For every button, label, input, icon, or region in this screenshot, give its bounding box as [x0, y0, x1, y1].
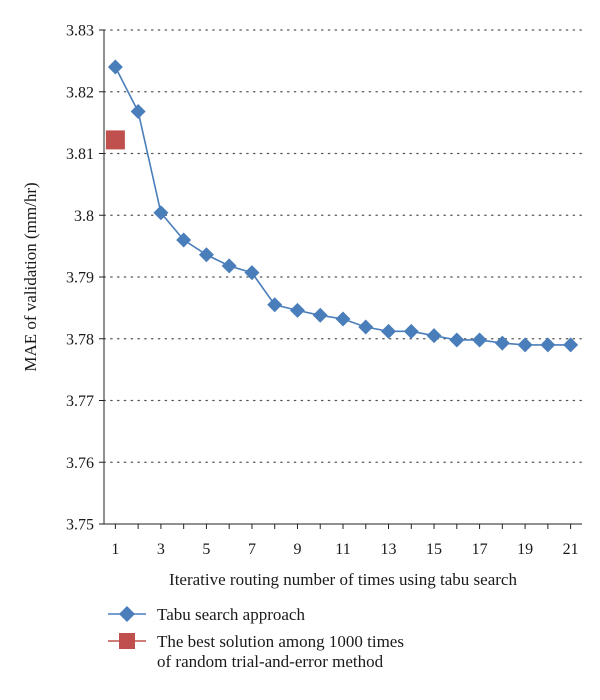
gridlines — [103, 29, 583, 463]
y-axis-title: MAE of validation (mm/hr) — [21, 182, 40, 371]
y-tick-label: 3.8 — [74, 208, 94, 225]
y-tick-label: 3.79 — [66, 270, 94, 287]
y-tick-label: 3.78 — [66, 331, 94, 348]
x-tick-label: 15 — [426, 541, 442, 558]
data-point-diamond — [517, 337, 533, 353]
y-ticks: 3.75 3.76 3.77 3.78 3.79 3.8 3.81 3.82 3.83 — [66, 23, 104, 534]
data-point-diamond — [472, 332, 488, 348]
data-point-diamond — [289, 302, 305, 318]
legend-random-label-line-2: of random trial-and-error method — [157, 652, 384, 671]
legend-random-square-icon — [119, 633, 135, 649]
data-point-diamond — [176, 232, 192, 248]
data-point-diamond — [198, 247, 214, 263]
data-point-square — [105, 130, 125, 150]
data-point-diamond — [426, 328, 442, 344]
data-point-diamond — [267, 297, 283, 313]
data-point-diamond — [358, 319, 374, 335]
legend: Tabu search approach The best solution a… — [108, 605, 404, 671]
x-tick-label: 13 — [381, 541, 397, 558]
data-point-diamond — [244, 265, 260, 281]
x-tick-label: 5 — [202, 541, 210, 558]
data-point-diamond — [494, 335, 510, 351]
data-point-diamond — [449, 332, 465, 348]
data-point-diamond — [312, 307, 328, 323]
data-point-diamond — [540, 337, 556, 353]
y-tick-label: 3.76 — [66, 455, 94, 472]
data-point-diamond — [381, 323, 397, 339]
data-point-diamond — [221, 258, 237, 274]
data-point-diamond — [153, 205, 169, 221]
x-tick-label: 3 — [157, 541, 165, 558]
x-tick-label: 17 — [472, 541, 488, 558]
legend-item-random: The best solution among 1000 times of ra… — [108, 632, 404, 671]
legend-random-label-line-1: The best solution among 1000 times — [157, 632, 404, 651]
x-tick-label: 21 — [563, 541, 579, 558]
x-ticks: 1 3 5 7 9 11 13 15 17 19 21 — [111, 524, 579, 558]
data-point-diamond — [563, 337, 579, 353]
legend-tabu-label: Tabu search approach — [157, 605, 305, 624]
series-line — [114, 66, 571, 346]
legend-item-tabu: Tabu search approach — [108, 605, 305, 624]
x-axis-title: Iterative routing number of times using … — [169, 570, 517, 589]
x-tick-label: 7 — [248, 541, 256, 558]
x-tick-label: 1 — [111, 541, 119, 558]
y-tick-label: 3.81 — [66, 146, 94, 163]
x-tick-label: 19 — [517, 541, 533, 558]
x-tick-label: 9 — [293, 541, 301, 558]
legend-tabu-diamond-icon — [119, 606, 135, 622]
y-tick-label: 3.83 — [66, 23, 94, 40]
y-tick-label: 3.82 — [66, 84, 94, 101]
series — [105, 59, 579, 353]
data-point-diamond — [107, 59, 123, 75]
series-random-trial — [105, 130, 125, 150]
series-tabu-search — [107, 59, 579, 353]
x-tick-label: 11 — [335, 541, 350, 558]
y-tick-label: 3.75 — [66, 517, 94, 534]
data-point-diamond — [403, 323, 419, 339]
y-tick-label: 3.77 — [66, 393, 94, 410]
data-point-diamond — [335, 311, 351, 327]
data-point-diamond — [130, 104, 146, 120]
